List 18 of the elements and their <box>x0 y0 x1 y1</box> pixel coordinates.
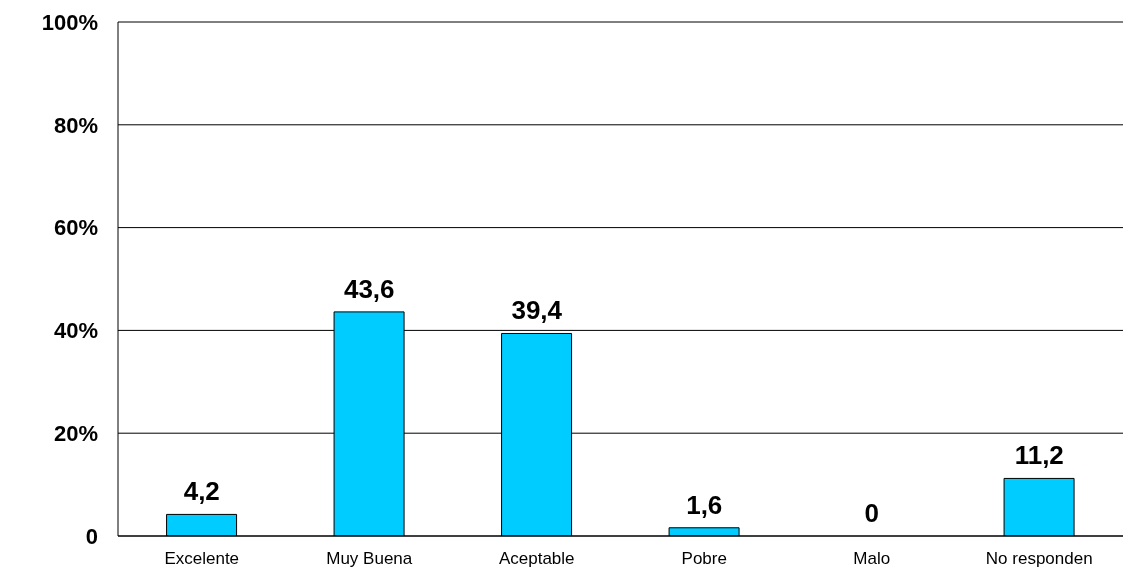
x-tick-label: Aceptable <box>498 549 575 569</box>
y-tick-label: 100% <box>41 9 98 35</box>
x-tick-label: Pobre <box>681 549 727 569</box>
y-tick-label: 60% <box>53 215 98 241</box>
x-tick-label: Muy Buena <box>326 549 413 569</box>
y-tick-label: 40% <box>53 318 98 344</box>
data-label: 4,2 <box>183 476 220 507</box>
x-tick-label: Malo <box>853 549 891 569</box>
y-tick-label: 80% <box>53 112 98 138</box>
x-tick-label: No responden <box>985 549 1093 569</box>
y-tick-label: 20% <box>53 421 98 447</box>
data-label: 11,2 <box>1014 440 1064 471</box>
x-tick-label: Excelente <box>164 549 240 569</box>
data-label: 0 <box>864 498 879 528</box>
y-tick-label: 0 <box>85 523 98 549</box>
data-label: 1,6 <box>686 489 723 520</box>
data-label: 43,6 <box>343 273 395 304</box>
data-label: 39,4 <box>511 295 563 326</box>
